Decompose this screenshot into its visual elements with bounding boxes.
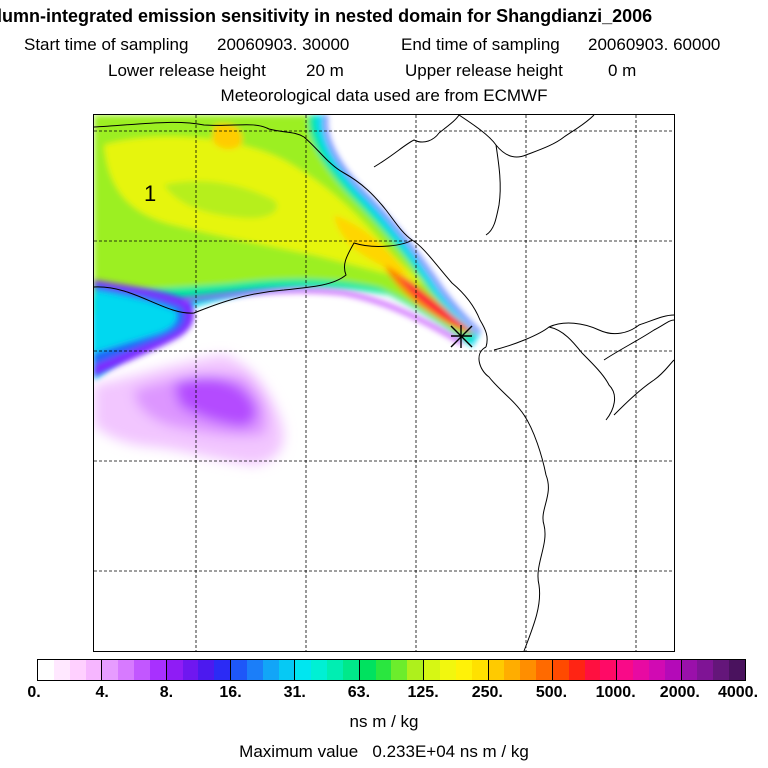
colorbar-tick-label: 4. [95,684,109,701]
colorbar-swatch [85,660,102,680]
plume-main-body [94,115,479,380]
colorbar-cell [359,660,425,680]
colorbar-tick-label: 16. [219,684,242,701]
upper-release-value: 0 m [608,61,637,80]
colorbar-tick-label: 250. [471,684,503,701]
colorbar-cell [102,660,167,680]
colorbar-swatch [69,660,86,680]
colorbar-swatch [231,660,247,680]
colorbar-swatch [295,660,312,680]
map-panel: 1 [93,114,675,652]
met-data-line: Meteorological data used are from ECMWF [220,86,548,105]
colorbar-swatch [166,660,183,680]
colorbar-swatch [424,660,440,680]
colorbar-swatch [664,660,681,680]
colorbar-swatch [246,660,263,680]
lower-release-value: 20 m [306,61,344,80]
colorbar-tick-label: 2000. [659,684,700,701]
colorbar-swatch [568,660,585,680]
star-receptor-icon [450,325,473,348]
start-time-label: Start time of sampling [24,35,189,54]
colorbar-swatch [584,660,601,680]
colorbar-swatch [729,660,745,680]
colorbar-swatch [118,660,135,680]
colorbar-swatch [278,660,295,680]
colorbar-swatch [455,660,472,680]
colorbar-swatch [262,660,279,680]
colorbar-swatch [600,660,617,680]
colorbar-tick-label: 0. [27,684,41,701]
colorbar-swatch [440,660,456,680]
emission-sensitivity-map [94,115,674,651]
colorbar-tick-label: 4000. [717,684,759,701]
lower-release-label: Lower release height [108,61,266,80]
colorbar-swatch [552,660,569,680]
colorbar-swatch [536,660,552,680]
plot-title: olumn-integrated emission sensitivity in… [0,6,653,26]
colorbar-swatch [488,660,505,680]
colorbar-swatch [504,660,521,680]
colorbar-swatch [713,660,730,680]
colorbar-swatch [134,660,150,680]
colorbar-swatch [198,660,215,680]
colorbar-cell [424,660,489,680]
colorbar-swatch [359,660,376,680]
colorbar-tick-label: 500. [535,684,568,701]
colorbar-cell [681,660,745,680]
contour-label: 1 [144,181,157,206]
colorbar-swatch [648,660,665,680]
maximum-value-line: Maximum value 0.233E+04 ns m / kg [0,742,768,762]
colorbar-swatch [471,660,488,680]
coastlines [94,115,674,651]
colorbar-swatch [182,660,199,680]
colorbar [37,659,746,681]
colorbar-cell [488,660,553,680]
colorbar-swatch [149,660,166,680]
colorbar-cell [166,660,232,680]
max-value: 0.233E+04 ns m / kg [372,742,529,761]
colorbar-swatch [53,660,70,680]
max-value-label: Maximum value [239,742,359,761]
start-time-value: 20060903. 30000 [217,35,350,54]
colorbar-swatch [697,660,714,680]
colorbar-units: ns m / kg [349,712,419,731]
colorbar-swatch [391,660,408,680]
colorbar-swatch [617,660,634,680]
plume-upper-rim [322,115,482,335]
plume-lower-rim [183,288,464,346]
colorbar-tick-label: 8. [159,684,174,701]
colorbar-tick-label: 125. [407,684,439,701]
colorbar-cell [38,660,103,680]
colorbar-swatch [375,660,392,680]
end-time-value: 20060903. 60000 [588,35,721,54]
colorbar-tick-label: 63. [347,684,371,701]
colorbar-swatch [633,660,649,680]
colorbar-swatch [520,660,537,680]
colorbar-cell [617,660,682,680]
colorbar-tick-label: 31. [283,684,306,701]
colorbar-swatch [214,660,231,680]
plume-low-purple-haze [94,355,284,465]
colorbar-swatch [681,660,698,680]
colorbar-swatch [342,660,359,680]
colorbar-cell [552,660,618,680]
colorbar-swatch [327,660,343,680]
end-time-label: End time of sampling [401,35,560,54]
colorbar-cell [231,660,296,680]
colorbar-tick-label: 1000. [595,684,636,701]
colorbar-swatch [407,660,424,680]
colorbar-swatch [102,660,119,680]
colorbar-cell [295,660,360,680]
upper-release-label: Upper release height [405,61,563,80]
plume-west-cyan [94,280,194,377]
graticule [94,115,674,651]
colorbar-swatch [38,660,54,680]
colorbar-swatch [311,660,328,680]
colorbar-ticks: 0. 4. 8. 16. 31. 63. 125. 250. 500. 1000. 2000. 400… [0,684,768,706]
